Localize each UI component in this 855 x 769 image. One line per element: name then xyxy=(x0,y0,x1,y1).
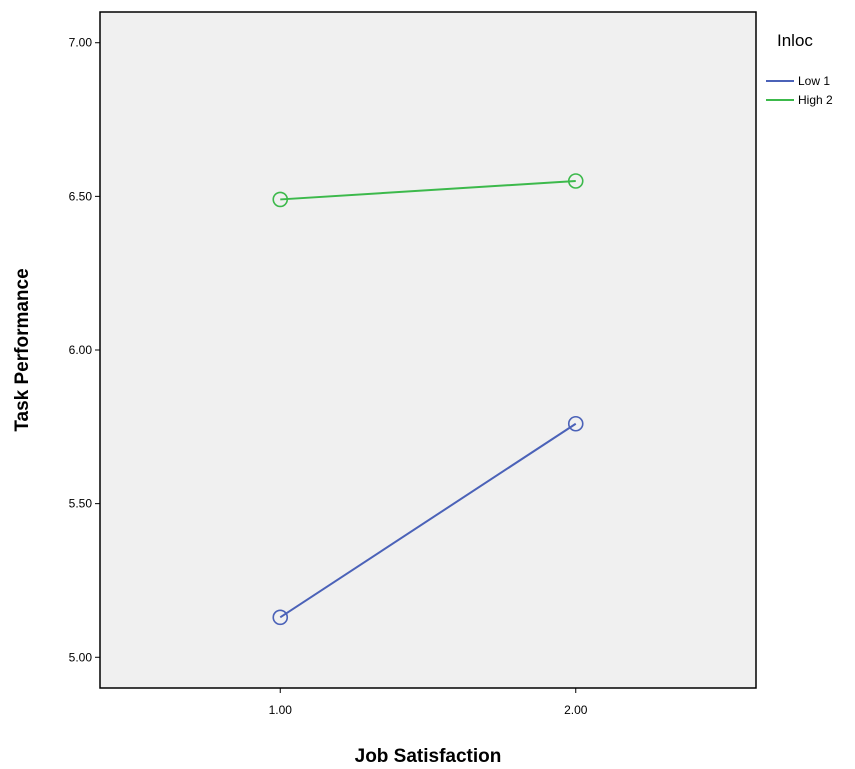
series-2 xyxy=(272,173,584,208)
data-point-marker xyxy=(272,609,289,626)
x-axis-title: Job Satisfaction xyxy=(355,746,502,767)
y-tick-label: 5.00 xyxy=(69,650,93,664)
x-axis: 1.00 2.00 xyxy=(269,688,588,717)
series-1 xyxy=(272,415,584,626)
x-tick-label: 2.00 xyxy=(564,703,588,717)
y-tick-label: 7.00 xyxy=(69,36,93,50)
plot-area xyxy=(99,11,757,689)
legend: Inloc Low 1 High 2 xyxy=(766,31,833,107)
data-point-marker xyxy=(272,191,289,208)
y-tick-label: 6.50 xyxy=(69,189,93,203)
y-axis: 5.00 5.50 6.00 6.50 7.00 xyxy=(69,36,100,664)
legend-label: Low 1 xyxy=(798,74,830,88)
y-axis-title: Task Performance xyxy=(12,268,33,431)
x-tick-label: 1.00 xyxy=(269,703,293,717)
data-point-marker xyxy=(567,415,584,432)
series-line xyxy=(279,422,577,619)
series-layer xyxy=(272,173,584,626)
legend-items: Low 1 High 2 xyxy=(766,74,833,107)
y-tick-label: 5.50 xyxy=(69,497,93,511)
legend-label: High 2 xyxy=(798,93,833,107)
y-tick-label: 6.00 xyxy=(69,343,93,357)
series-line xyxy=(280,180,576,201)
legend-title: Inloc xyxy=(777,31,813,50)
data-point-marker xyxy=(567,173,584,189)
